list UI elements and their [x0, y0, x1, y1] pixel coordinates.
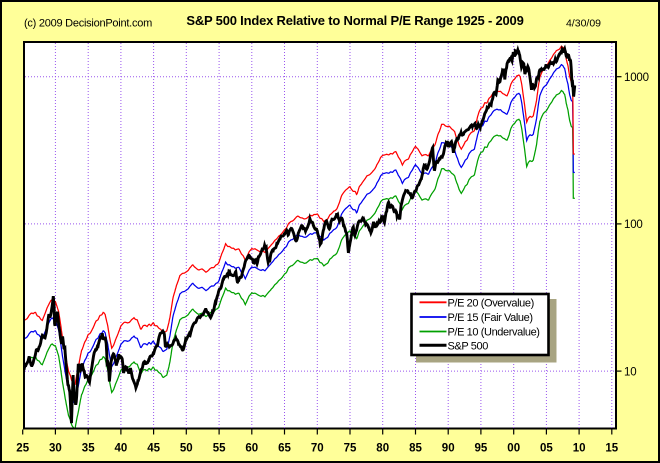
- svg-text:65: 65: [278, 443, 291, 455]
- svg-text:S&P 500 Index Relative to Norm: S&P 500 Index Relative to Normal P/E Ran…: [186, 13, 523, 28]
- svg-text:75: 75: [344, 443, 357, 455]
- svg-text:00: 00: [507, 443, 520, 455]
- svg-text:40: 40: [115, 443, 128, 455]
- svg-text:85: 85: [409, 443, 422, 455]
- svg-text:60: 60: [245, 443, 258, 455]
- svg-text:P/E 15 (Fair Value): P/E 15 (Fair Value): [448, 312, 533, 324]
- svg-text:10: 10: [573, 443, 586, 455]
- svg-text:(c) 2009 DecisionPoint.com: (c) 2009 DecisionPoint.com: [24, 18, 152, 30]
- svg-text:15: 15: [605, 443, 618, 455]
- svg-text:30: 30: [49, 443, 62, 455]
- svg-text:P/E 10 (Undervalue): P/E 10 (Undervalue): [448, 327, 540, 339]
- svg-text:100: 100: [624, 219, 643, 231]
- svg-text:1000: 1000: [624, 72, 649, 84]
- svg-text:45: 45: [147, 443, 160, 455]
- svg-text:10: 10: [624, 366, 636, 378]
- svg-text:05: 05: [540, 443, 553, 455]
- svg-text:35: 35: [82, 443, 95, 455]
- svg-text:55: 55: [213, 443, 226, 455]
- svg-text:95: 95: [475, 443, 488, 455]
- svg-text:90: 90: [442, 443, 455, 455]
- svg-text:25: 25: [16, 443, 29, 455]
- svg-text:P/E 20 (Overvalue): P/E 20 (Overvalue): [448, 297, 534, 309]
- svg-text:70: 70: [311, 443, 324, 455]
- svg-text:4/30/09: 4/30/09: [566, 18, 601, 30]
- svg-text:80: 80: [376, 443, 389, 455]
- svg-text:S&P 500: S&P 500: [448, 340, 489, 352]
- svg-text:50: 50: [180, 443, 193, 455]
